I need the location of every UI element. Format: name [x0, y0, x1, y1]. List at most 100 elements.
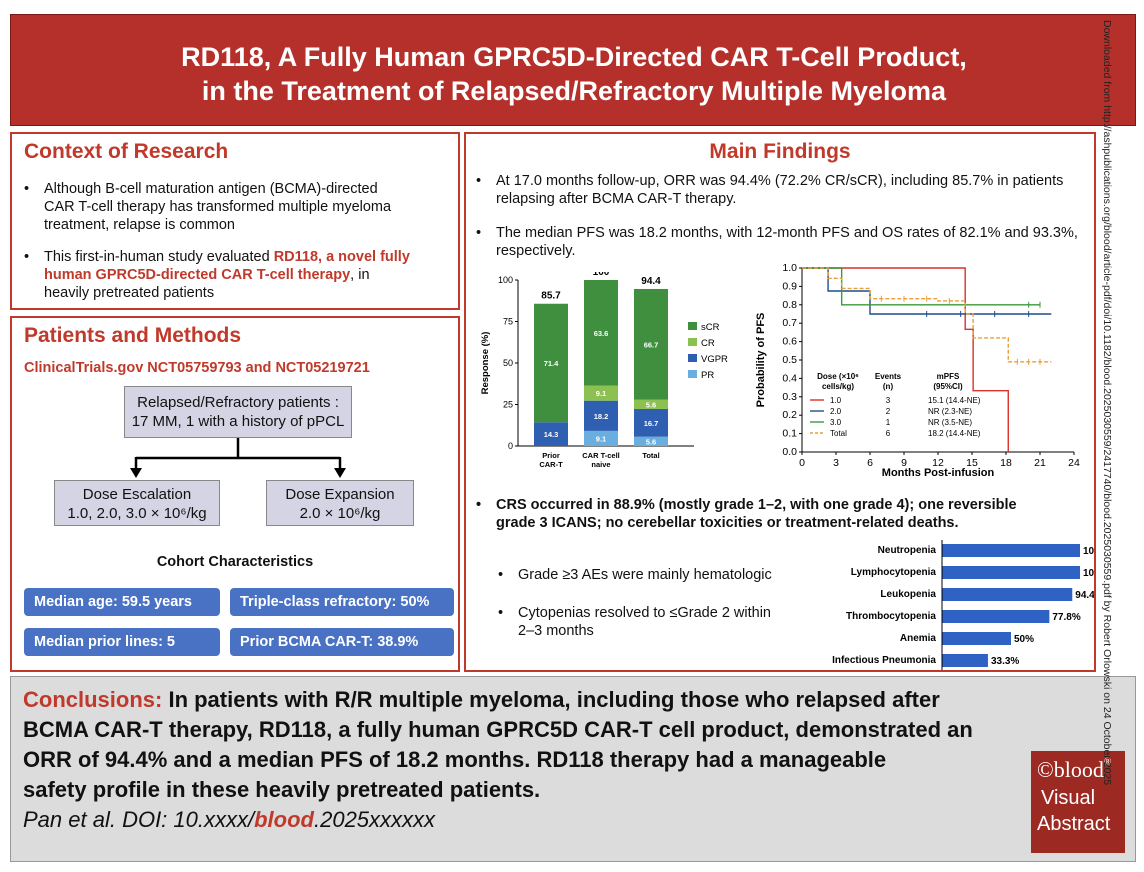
legend-swatch-scr — [688, 322, 697, 330]
context-panel: Context of Research • Although B-cell ma… — [10, 132, 460, 310]
findings-sub1-text: Grade ≥3 AEs were mainly hematologic — [518, 567, 772, 583]
y-tick-label: 100 — [498, 275, 513, 285]
title-banner: RD118, A Fully Human GPRC5D-Directed CAR… — [10, 14, 1136, 126]
download-watermark-text: Downloaded from http://ashpublications.o… — [1101, 20, 1113, 786]
ae-category-label: Anemia — [900, 633, 937, 644]
conclusion-text-1: In patients with R/R multiple myeloma, i… — [162, 687, 940, 712]
ae-bar — [942, 610, 1050, 623]
table-dose: 1.0 — [830, 396, 842, 405]
citation: Pan et al. DOI: 10.xxxx/blood.2025xxxxxx — [23, 807, 435, 833]
blood-visual-abstract-logo: ©blood® Visual Abstract — [1031, 751, 1125, 853]
x-tick-label: 0 — [799, 457, 805, 469]
bar-total-label: 100 — [593, 272, 610, 278]
context-b2-highlight-2: human GPRC5D-directed CAR T-cell therapy — [44, 267, 351, 283]
conclusion-line-1: Conclusions: In patients with R/R multip… — [23, 687, 940, 713]
km-curve-1.0 — [802, 267, 1009, 452]
bar-segment-scr — [634, 288, 668, 400]
methods-heading: Patients and Methods — [24, 324, 242, 347]
bar-data-label: 5.6 — [646, 400, 656, 409]
ae-value-label: 94.4% — [1075, 590, 1094, 601]
ae-bar — [942, 588, 1073, 601]
findings-sub2-line1: Cytopenias resolved to ≤Grade 2 within — [518, 605, 771, 621]
pill-triple-class: Triple-class refractory: 50% — [230, 588, 454, 616]
pill-prior-bcma: Prior BCMA CAR-T: 38.9% — [230, 628, 454, 656]
bar-data-label: 14.3 — [544, 430, 559, 439]
logo-copyright-mark: © — [1037, 757, 1054, 782]
patients-box: Relapsed/Refractory patients : 17 MM, 1 … — [124, 386, 352, 438]
km-curve-3.0 — [802, 267, 1040, 306]
y-tick-label: 1.0 — [782, 262, 797, 274]
table-header-mpfs: mPFS — [937, 372, 960, 381]
title-line-2: in the Treatment of Relapsed/Refractory … — [201, 76, 947, 106]
km-curve-2.0 — [802, 267, 1052, 315]
bar-data-label: 9.1 — [596, 389, 606, 398]
dose-escalation-box: Dose Escalation 1.0, 2.0, 3.0 × 10⁶/kg — [54, 480, 220, 526]
x-tick-label: 18 — [1000, 457, 1012, 469]
findings-b2-line1: The median PFS was 18.2 months, with 12-… — [496, 225, 1078, 241]
context-b2-highlight-1: RD118, a novel fully — [273, 249, 410, 265]
y-axis-label: Probability of PFS — [755, 313, 767, 408]
dose-escalation-values: 1.0, 2.0, 3.0 × 10⁶/kg — [67, 505, 207, 522]
adverse-events-chart: Neutropenia 100% Lymphocytopenia 100% Leukop… — [832, 540, 1094, 670]
x-tick-label: 6 — [867, 457, 873, 469]
y-tick-label: 25 — [503, 400, 513, 410]
context-b2-suffix: , in — [350, 267, 370, 283]
bar-data-label: 18.2 — [594, 412, 609, 421]
table-events: 1 — [886, 418, 891, 427]
table-header-events: Events — [875, 372, 902, 381]
ae-value-label: 50% — [1014, 634, 1034, 645]
ae-bar — [942, 544, 1080, 557]
table-mpfs: NR (2.3-NE) — [928, 407, 972, 416]
table-header-dose-unit: cells/kg) — [822, 382, 854, 391]
findings-b1-line1: At 17.0 months follow-up, ORR was 94.4% … — [496, 173, 1064, 189]
table-dose: 3.0 — [830, 418, 842, 427]
ae-value-label: 77.8% — [1052, 612, 1080, 623]
y-tick-label: 0.5 — [782, 354, 797, 366]
bar-data-label: 9.1 — [596, 434, 606, 443]
bar-segment-pr — [634, 436, 668, 446]
flow-arrows — [130, 438, 346, 478]
citation-blood: blood — [254, 807, 314, 832]
table-header-ci: (95%CI) — [933, 382, 963, 391]
ae-bar — [942, 632, 1011, 645]
dose-expansion-box: Dose Expansion 2.0 × 10⁶/kg — [266, 480, 414, 526]
context-b1-line2: CAR T-cell therapy has transformed multi… — [44, 199, 392, 215]
y-tick-label: 0.7 — [782, 317, 797, 329]
findings-b2-line2: respectively. — [496, 243, 576, 259]
bar-segment-cr — [584, 385, 618, 401]
x-category-label: CAR-T — [539, 460, 563, 469]
bar-data-label: 16.7 — [644, 419, 659, 428]
patients-line-1: Relapsed/Refractory patients : — [137, 394, 339, 411]
ae-category-label: Infectious Pneumonia — [832, 655, 936, 666]
pill-prior-lines: Median prior lines: 5 — [24, 628, 220, 656]
table-events: 2 — [886, 407, 891, 416]
y-tick-label: 0.2 — [782, 409, 797, 421]
x-tick-label: 24 — [1068, 457, 1080, 469]
legend-label-pr: PR — [701, 370, 714, 381]
y-tick-label: 0 — [508, 441, 513, 451]
bar-data-label: 66.7 — [644, 340, 659, 349]
methods-panel: Patients and Methods ClinicalTrials.gov … — [10, 316, 460, 672]
bar-data-label: 5.6 — [646, 437, 656, 446]
context-b2-line3: heavily pretreated patients — [44, 285, 215, 301]
ae-category-label: Thrombocytopenia — [846, 611, 936, 622]
x-tick-label: 3 — [833, 457, 839, 469]
y-tick-label: 75 — [503, 317, 513, 327]
bar-segment-pr — [584, 430, 618, 446]
bar-segment-cr — [634, 399, 668, 409]
ae-category-label: Neutropenia — [878, 545, 937, 556]
bar-data-label: 71.4 — [544, 359, 559, 368]
context-b1-line1: Although B-cell maturation antigen (BCMA… — [44, 181, 378, 197]
y-tick-label: 0.4 — [782, 372, 797, 384]
y-tick-label: 0.6 — [782, 336, 797, 348]
y-tick-label: 0.0 — [782, 446, 797, 458]
x-category-label: Prior — [542, 451, 560, 460]
legend-label-cr: CR — [701, 338, 715, 349]
context-b1-line3: treatment, relapse is common — [44, 217, 235, 233]
conclusion-line-2: BCMA CAR-T therapy, RD118, a fully human… — [23, 717, 973, 742]
table-header-dose: Dose (×10⁶ — [817, 372, 859, 381]
km-curve-total — [802, 267, 1052, 363]
dose-expansion-values: 2.0 × 10⁶/kg — [299, 505, 381, 522]
conclusion-label: Conclusions: — [23, 687, 163, 712]
